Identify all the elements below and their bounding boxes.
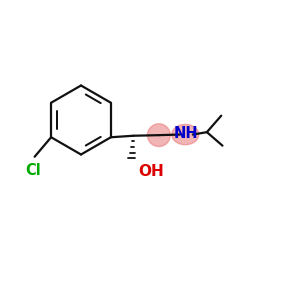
Text: OH: OH	[138, 164, 164, 178]
Ellipse shape	[172, 124, 199, 145]
Circle shape	[148, 124, 170, 147]
Text: Cl: Cl	[25, 163, 41, 178]
Text: NH: NH	[174, 126, 199, 141]
